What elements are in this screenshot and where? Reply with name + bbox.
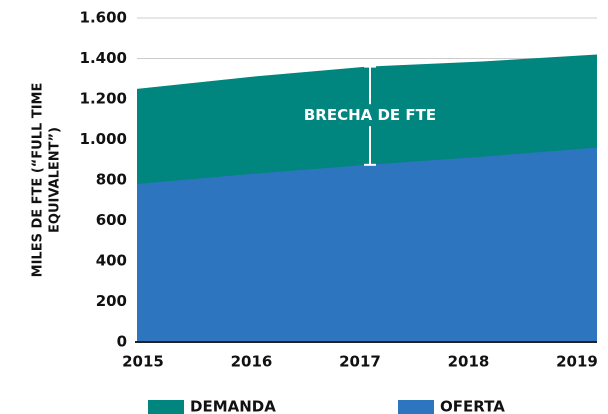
y-tick-label: 1.400 <box>80 49 127 67</box>
y-label-line: EQUIVALENT”) <box>48 127 63 233</box>
x-tick-label: 2017 <box>339 353 381 371</box>
y-tick-label: 1.200 <box>80 90 127 108</box>
legend-label: DEMANDA <box>190 398 276 414</box>
x-tick-label: 2015 <box>122 353 164 371</box>
y-tick-label: 800 <box>96 171 127 189</box>
y-axis-label: MILES DE FTE (“FULL TIME EQUIVALENT”) <box>31 83 63 278</box>
x-tick-label: 2019 <box>556 353 598 371</box>
annotation-bg <box>297 104 443 127</box>
y-tick-label: 1.600 <box>80 9 127 27</box>
legend-label: OFERTA <box>440 398 505 414</box>
y-tick-label: 0 <box>117 333 127 351</box>
annotation: BRECHA DE FTE <box>304 106 436 124</box>
legend-swatch <box>148 400 184 414</box>
x-tick-label: 2018 <box>448 353 490 371</box>
legend-swatch <box>398 400 434 414</box>
y-tick-label: 400 <box>96 252 127 270</box>
y-tick-label: 200 <box>96 292 127 310</box>
y-tick-label: 600 <box>96 211 127 229</box>
x-tick-label: 2016 <box>231 353 273 371</box>
area <box>137 147 597 342</box>
y-tick-label: 1.000 <box>80 130 127 148</box>
y-label-line: MILES DE FTE (“FULL TIME <box>31 83 46 278</box>
